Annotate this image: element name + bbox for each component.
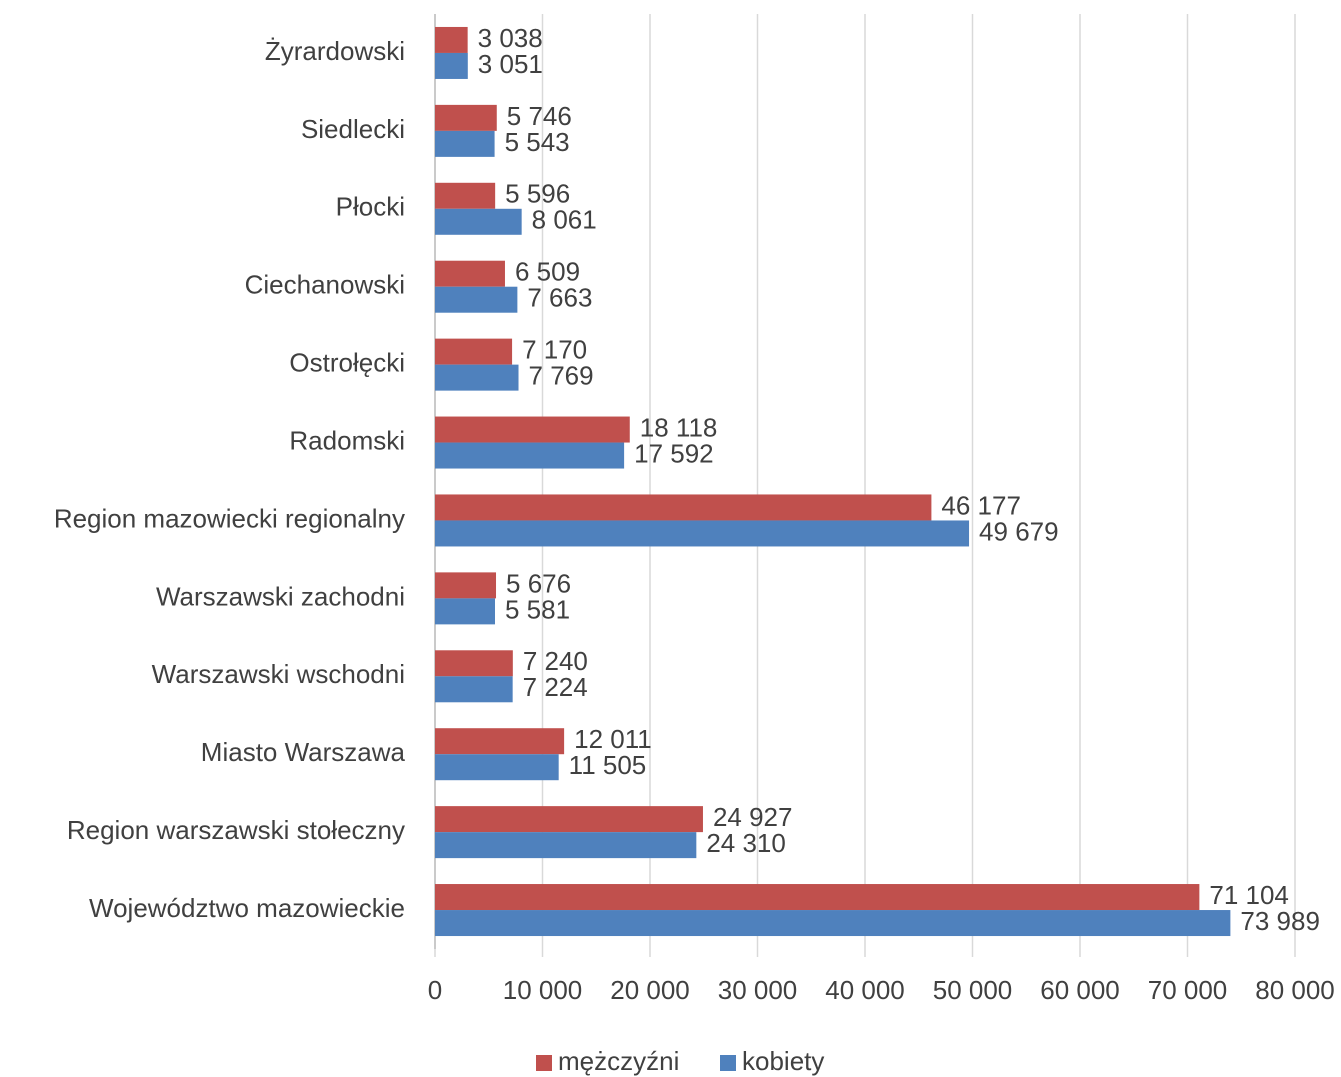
y-tick-label: Płocki [336,192,405,222]
value-label: 46 177 [941,490,1021,520]
bar [435,208,522,235]
y-tick-label: Ciechanowski [245,270,405,300]
value-label: 7 224 [523,672,588,702]
y-tick-label: Warszawski wschodni [152,659,405,689]
legend-swatch [720,1055,736,1071]
y-tick-label: Radomski [289,425,405,455]
y-tick-label: Region warszawski stołeczny [67,815,405,845]
bar [435,364,519,391]
x-tick-label: 10 000 [503,975,583,1005]
x-tick-label: 20 000 [610,975,690,1005]
y-tick-label: Żyrardowski [265,36,405,66]
value-label: 7 240 [523,646,588,676]
value-label: 8 061 [532,205,597,235]
bar [435,728,565,755]
value-label: 7 170 [522,335,587,365]
value-label: 5 596 [505,179,570,209]
bar [435,754,559,781]
bar [435,104,497,131]
bar [435,416,630,443]
bar [435,676,513,703]
bar [435,182,496,209]
bar [435,832,697,859]
x-tick-label: 0 [428,975,442,1005]
value-label: 24 927 [713,802,793,832]
x-tick-label: 50 000 [933,975,1013,1005]
bar [435,26,468,53]
x-tick-label: 60 000 [1040,975,1120,1005]
value-label: 3 051 [478,49,543,79]
bar [435,52,468,79]
y-tick-label: Region mazowiecki regionalny [54,503,405,533]
value-label: 5 676 [506,568,571,598]
bar [435,650,513,677]
bar [435,598,495,625]
value-label: 49 679 [979,516,1059,546]
value-label: 18 118 [640,412,718,442]
value-label: 7 769 [529,361,594,391]
x-tick-label: 70 000 [1148,975,1228,1005]
x-tick-label: 80 000 [1255,975,1335,1005]
value-label: 5 746 [507,101,572,131]
value-label: 24 310 [706,828,786,858]
y-tick-label: Miasto Warszawa [201,737,406,767]
value-label: 17 592 [634,438,714,468]
value-label: 73 989 [1240,906,1320,936]
x-tick-label: 40 000 [825,975,905,1005]
y-tick-label: Ostrołęcki [289,348,405,378]
value-label: 3 038 [478,23,543,53]
y-tick-label: Siedlecki [301,114,405,144]
y-tick-label: Warszawski zachodni [156,581,405,611]
bar [435,910,1231,937]
value-label: 12 011 [574,724,652,754]
bar [435,572,497,599]
legend-swatch [536,1055,552,1071]
value-label: 5 581 [505,594,570,624]
value-label: 11 505 [569,750,647,780]
legend-label: mężczyźni [558,1046,679,1076]
bar [435,884,1200,911]
bar [435,442,625,469]
legend-label: kobiety [742,1046,824,1076]
value-label: 7 663 [527,283,592,313]
value-label: 71 104 [1209,880,1289,910]
bar [435,260,505,287]
bar [435,520,970,547]
x-tick-label: 30 000 [718,975,798,1005]
bar [435,130,495,157]
bar [435,338,513,365]
value-label: 5 543 [505,127,570,157]
y-tick-label: Województwo mazowieckie [89,893,405,923]
bar [435,494,932,521]
bar [435,286,518,313]
value-label: 6 509 [515,257,580,287]
bar [435,806,703,833]
